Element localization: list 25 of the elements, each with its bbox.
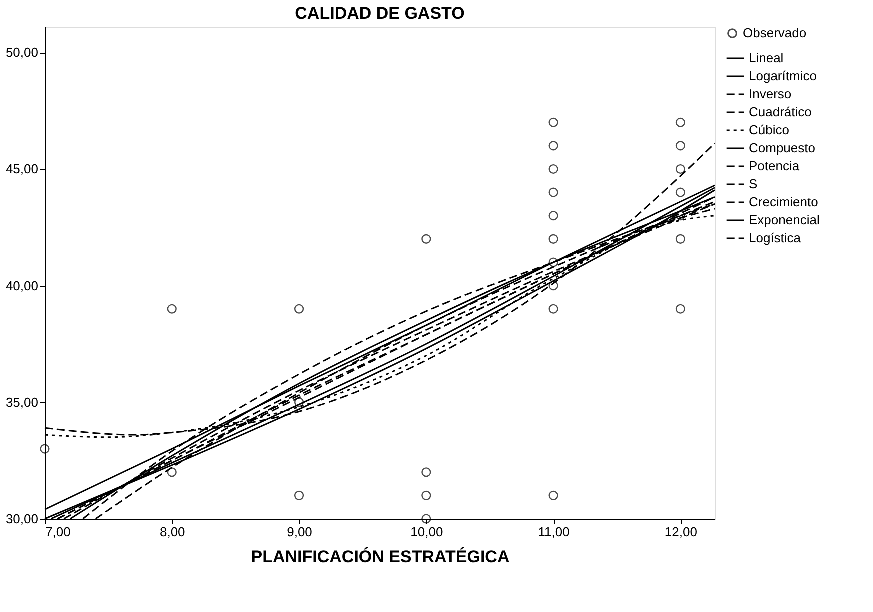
- legend-label: S: [749, 176, 758, 192]
- legend-label: Cuadrático: [749, 104, 812, 120]
- x-axis-title: PLANIFICACIÓN ESTRATÉGICA: [251, 546, 510, 566]
- y-tick-label: 45,00: [6, 162, 38, 177]
- x-tick-label: 8,00: [160, 524, 186, 540]
- legend-label: Potencia: [749, 158, 800, 174]
- legend-label: Inverso: [749, 86, 792, 102]
- legend-label: Logarítmico: [749, 68, 817, 84]
- x-tick-label: 11,00: [538, 524, 570, 540]
- legend-label: Observado: [743, 26, 807, 40]
- legend-label: Logística: [749, 230, 802, 246]
- x-tick-label: 10,00: [410, 524, 444, 540]
- y-tick-label: 30,00: [6, 512, 38, 526]
- x-tick-label: 7,00: [46, 524, 71, 540]
- legend-label: Exponencial: [749, 212, 820, 228]
- chart-title: CALIDAD DE GASTO: [295, 4, 465, 23]
- y-tick-label: 40,00: [6, 278, 38, 294]
- legend-label: Cúbico: [749, 122, 790, 138]
- x-tick-label: 9,00: [287, 524, 312, 540]
- x-tick-label: 12,00: [664, 524, 698, 540]
- y-tick-label: 35,00: [6, 394, 38, 410]
- legend-label: Crecimiento: [749, 194, 818, 210]
- y-tick-label: 50,00: [6, 45, 38, 60]
- legend-label: Lineal: [749, 50, 784, 66]
- legend-label: Compuesto: [749, 140, 816, 156]
